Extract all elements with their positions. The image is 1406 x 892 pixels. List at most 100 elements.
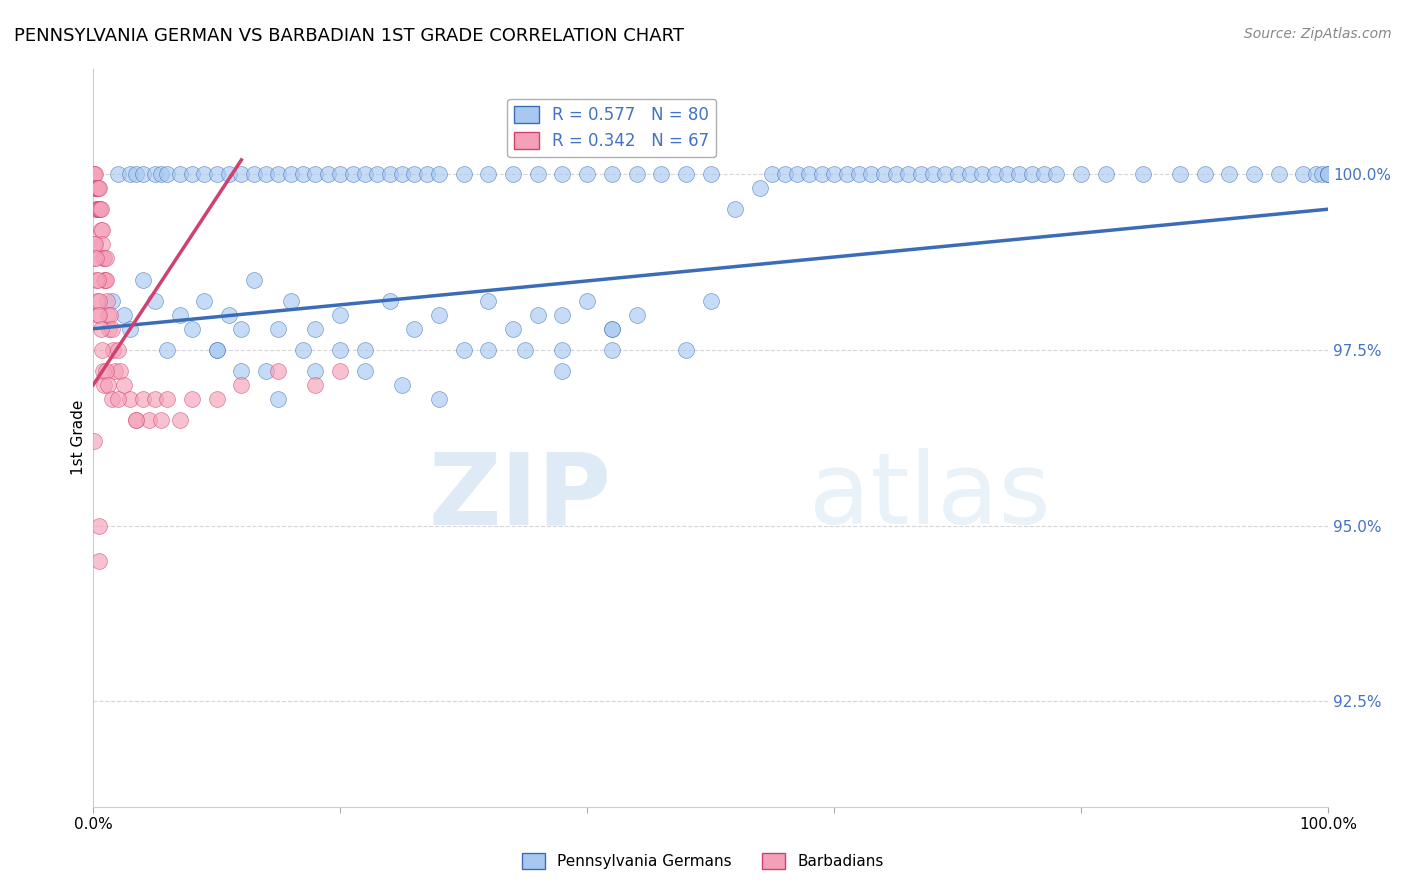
Point	[946, 167, 969, 181]
Text: PENNSYLVANIA GERMAN VS BARBADIAN 1ST GRADE CORRELATION CHART: PENNSYLVANIA GERMAN VS BARBADIAN 1ST GRA…	[14, 27, 685, 45]
Point	[93, 272, 115, 286]
Point	[90, 202, 112, 217]
Point	[600, 322, 623, 336]
Point	[169, 308, 191, 322]
Point	[835, 167, 858, 181]
Point	[316, 167, 339, 181]
Point	[304, 167, 326, 181]
Point	[112, 378, 135, 392]
Point	[391, 167, 413, 181]
Point	[156, 167, 179, 181]
Point	[90, 223, 112, 237]
Point	[254, 364, 277, 378]
Point	[83, 434, 105, 449]
Point	[89, 518, 111, 533]
Point	[959, 167, 981, 181]
Point	[626, 308, 648, 322]
Point	[799, 167, 821, 181]
Point	[143, 392, 166, 406]
Point	[972, 167, 994, 181]
Point	[87, 202, 110, 217]
Point	[156, 392, 179, 406]
Point	[1033, 167, 1056, 181]
Point	[131, 167, 153, 181]
Point	[427, 167, 450, 181]
Point	[84, 237, 107, 252]
Point	[477, 293, 499, 308]
Point	[94, 252, 117, 266]
Point	[193, 293, 215, 308]
Point	[650, 167, 672, 181]
Point	[823, 167, 845, 181]
Point	[89, 202, 111, 217]
Point	[329, 167, 352, 181]
Point	[551, 308, 574, 322]
Point	[120, 392, 142, 406]
Point	[724, 202, 747, 217]
Point	[354, 364, 377, 378]
Point	[97, 308, 120, 322]
Point	[97, 378, 120, 392]
Point	[811, 167, 834, 181]
Point	[329, 343, 352, 357]
Point	[1021, 167, 1043, 181]
Point	[477, 167, 499, 181]
Point	[922, 167, 945, 181]
Point	[304, 364, 326, 378]
Point	[699, 293, 721, 308]
Point	[138, 413, 160, 427]
Point	[83, 237, 105, 252]
Point	[143, 293, 166, 308]
Point	[1305, 167, 1327, 181]
Point	[1132, 167, 1154, 181]
Point	[860, 167, 883, 181]
Point	[96, 293, 118, 308]
Point	[107, 343, 129, 357]
Point	[110, 364, 132, 378]
Point	[453, 343, 475, 357]
Point	[600, 322, 623, 336]
Text: atlas: atlas	[810, 449, 1052, 545]
Point	[404, 167, 426, 181]
Point	[280, 167, 302, 181]
Point	[125, 413, 148, 427]
Point	[169, 167, 191, 181]
Point	[292, 167, 315, 181]
Point	[125, 413, 148, 427]
Point	[90, 343, 112, 357]
Point	[89, 181, 111, 195]
Point	[1310, 167, 1333, 181]
Point	[366, 167, 388, 181]
Point	[100, 293, 122, 308]
Point	[1267, 167, 1289, 181]
Point	[354, 343, 377, 357]
Point	[786, 167, 808, 181]
Point	[884, 167, 907, 181]
Point	[83, 181, 105, 195]
Point	[1070, 167, 1092, 181]
Point	[329, 308, 352, 322]
Point	[84, 167, 107, 181]
Point	[626, 167, 648, 181]
Point	[86, 181, 108, 195]
Point	[150, 413, 173, 427]
Point	[254, 167, 277, 181]
Point	[378, 293, 401, 308]
Point	[87, 293, 110, 308]
Point	[205, 167, 228, 181]
Point	[101, 343, 124, 357]
Point	[267, 364, 290, 378]
Point	[169, 413, 191, 427]
Y-axis label: 1st Grade: 1st Grade	[72, 401, 86, 475]
Point	[848, 167, 870, 181]
Point	[675, 343, 697, 357]
Point	[83, 167, 105, 181]
Point	[1194, 167, 1216, 181]
Point	[205, 343, 228, 357]
Point	[749, 181, 772, 195]
Point	[391, 378, 413, 392]
Point	[94, 272, 117, 286]
Point	[104, 364, 127, 378]
Point	[502, 322, 524, 336]
Point	[181, 392, 204, 406]
